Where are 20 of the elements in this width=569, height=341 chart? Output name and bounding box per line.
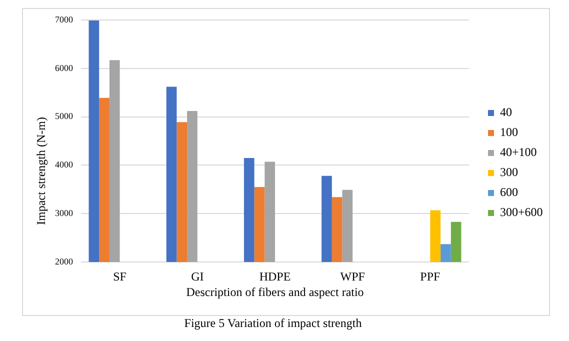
- legend-label: 40: [500, 105, 512, 120]
- x-tick-label: HDPE: [259, 269, 291, 284]
- legend-label: 100: [500, 125, 518, 140]
- legend-label: 600: [500, 185, 518, 200]
- y-tick-label: 4000: [55, 160, 74, 170]
- y-axis-title: Impact strength (N-m): [34, 117, 48, 225]
- y-tick-label: 5000: [55, 111, 74, 122]
- y-tick-label: 7000: [55, 14, 74, 24]
- x-tick-label: GI: [191, 269, 204, 284]
- y-tick-label: 2000: [55, 256, 74, 266]
- x-axis-title: Description of fibers and aspect ratio: [186, 284, 364, 299]
- x-tick-label: WPF: [340, 269, 366, 284]
- x-tick-label: SF: [113, 269, 127, 284]
- y-tick-label: 6000: [55, 62, 74, 73]
- x-tick-label: PPF: [420, 269, 441, 284]
- legend-label: 40+100: [500, 145, 537, 160]
- legend-label: 300+600: [500, 205, 543, 220]
- caption: Figure 5 Variation of impact strength: [183, 316, 363, 331]
- y-tick-label: 3000: [55, 208, 74, 218]
- legend-label: 300: [500, 165, 518, 180]
